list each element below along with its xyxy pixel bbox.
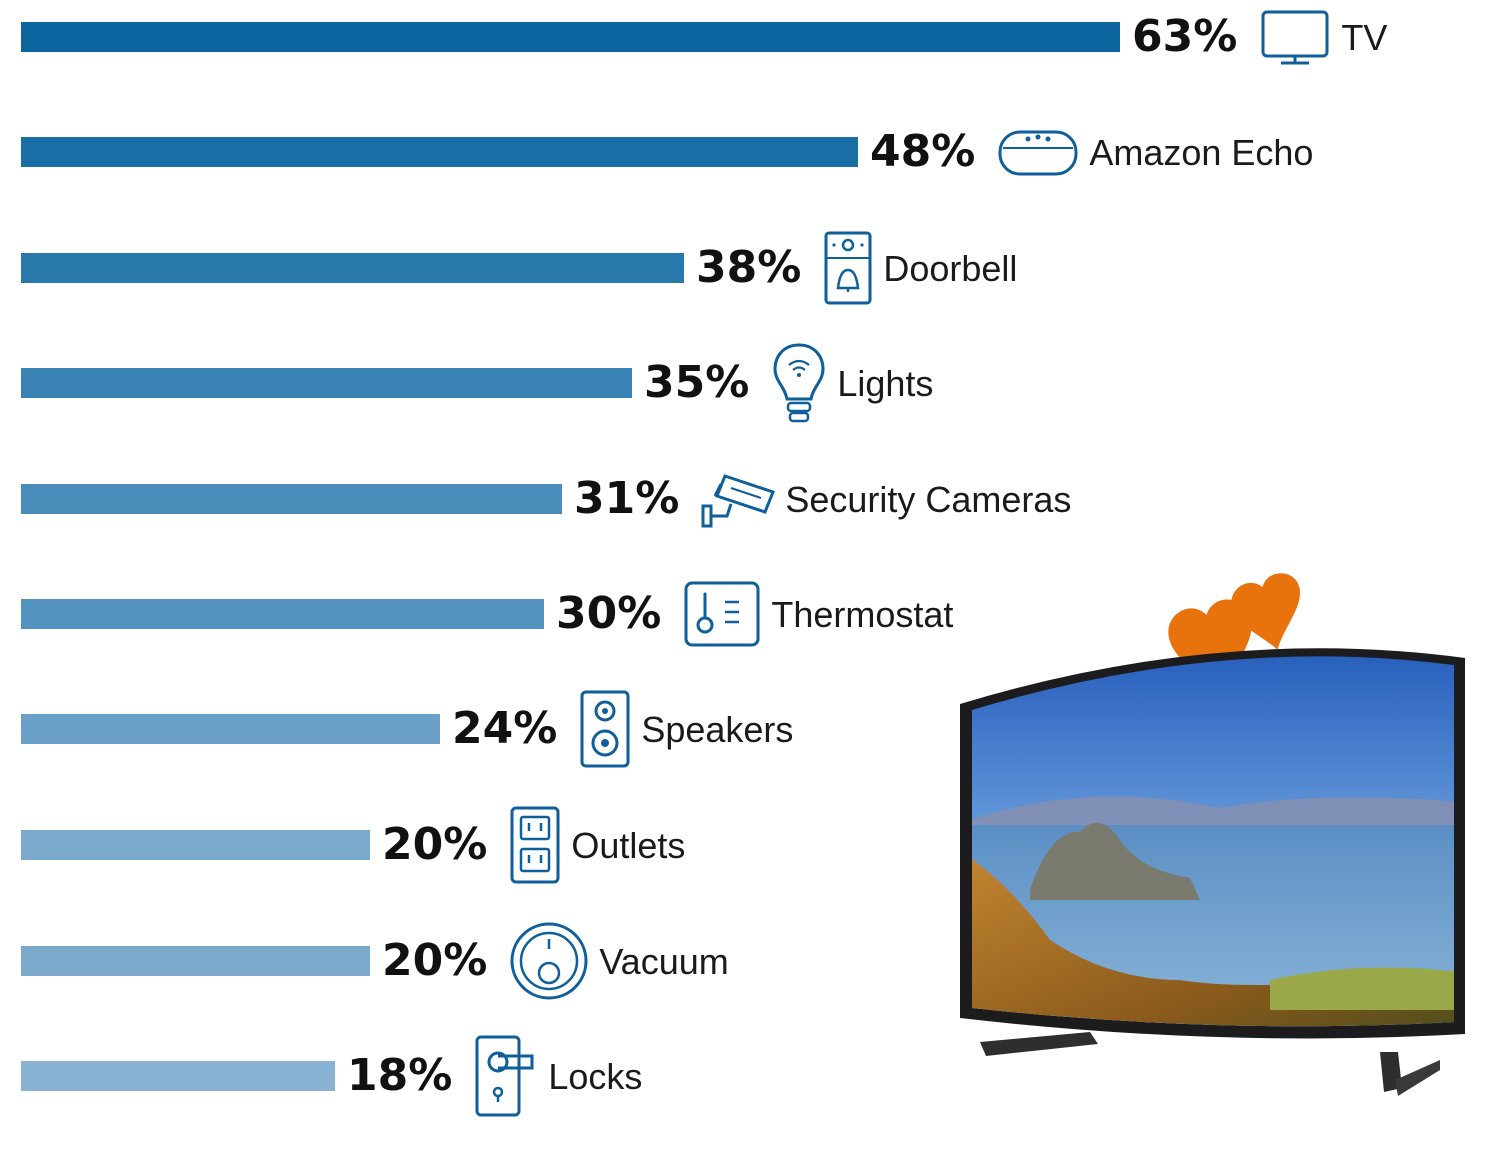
bar-value-label: 38%: [696, 242, 802, 293]
bar-value-label: 20%: [382, 819, 488, 870]
bar-row: 48% Amazon Echo: [0, 97, 1500, 207]
bar: [21, 830, 370, 860]
bar-category-label: Lights: [837, 363, 934, 404]
heart-icon: [1231, 573, 1301, 650]
bar: [21, 946, 370, 976]
security-camera-icon: [701, 474, 776, 528]
bar-row: 24% Speakers: [0, 674, 1500, 784]
bar: [21, 22, 1120, 52]
bar: [21, 368, 632, 398]
bar-row: 18% Locks: [0, 1021, 1500, 1131]
bar: [21, 137, 858, 167]
bar-value-label: 24%: [452, 703, 558, 754]
bar-value-label: 48%: [870, 126, 976, 177]
bar-value-label: 63%: [1132, 11, 1238, 62]
bar: [21, 253, 684, 283]
bar-category-label: TV: [1341, 17, 1388, 58]
bar: [21, 714, 440, 744]
bar-row: 20% Vacuum: [0, 906, 1500, 1016]
bar-value-label: 35%: [644, 357, 750, 408]
lightbulb-icon: [773, 343, 825, 423]
bar-value-label: 31%: [574, 473, 680, 524]
bar: [21, 484, 562, 514]
bar-row: 31% Security Cameras: [0, 444, 1500, 554]
curved-tv-icon: [960, 573, 1465, 1096]
bar-category-label: Vacuum: [599, 941, 729, 982]
bar-row: 30% Thermostat: [0, 559, 1500, 669]
bar-category-label: Thermostat: [771, 594, 954, 635]
bar-row: 35% Lights: [0, 328, 1500, 438]
bar-category-label: Security Cameras: [785, 479, 1072, 520]
bar: [21, 1061, 335, 1091]
bar-value-label: 30%: [556, 588, 662, 639]
doorbell-icon: [824, 231, 872, 305]
speaker-icon: [580, 690, 630, 768]
bar-row: 63% TV: [0, 0, 1500, 92]
outlet-icon: [510, 806, 560, 884]
thermostat-icon: [684, 581, 760, 647]
bar-category-label: Amazon Echo: [1089, 132, 1314, 173]
bar-row: 38% Doorbell: [0, 213, 1500, 323]
door-lock-icon: [475, 1035, 534, 1117]
bar-row: 20% Outlets: [0, 790, 1500, 900]
bar-category-label: Outlets: [571, 825, 686, 866]
bar-category-label: Doorbell: [883, 248, 1018, 289]
bar-value-label: 18%: [347, 1050, 453, 1101]
tv-icon: [1261, 10, 1329, 65]
bar-value-label: 20%: [382, 935, 488, 986]
smart-speaker-icon: [998, 130, 1078, 176]
bar: [21, 599, 544, 629]
curved-tv-illustration: [940, 540, 1480, 1120]
bar-category-label: Locks: [548, 1056, 643, 1097]
bar-category-label: Speakers: [641, 709, 794, 750]
vacuum-icon: [510, 922, 588, 1000]
